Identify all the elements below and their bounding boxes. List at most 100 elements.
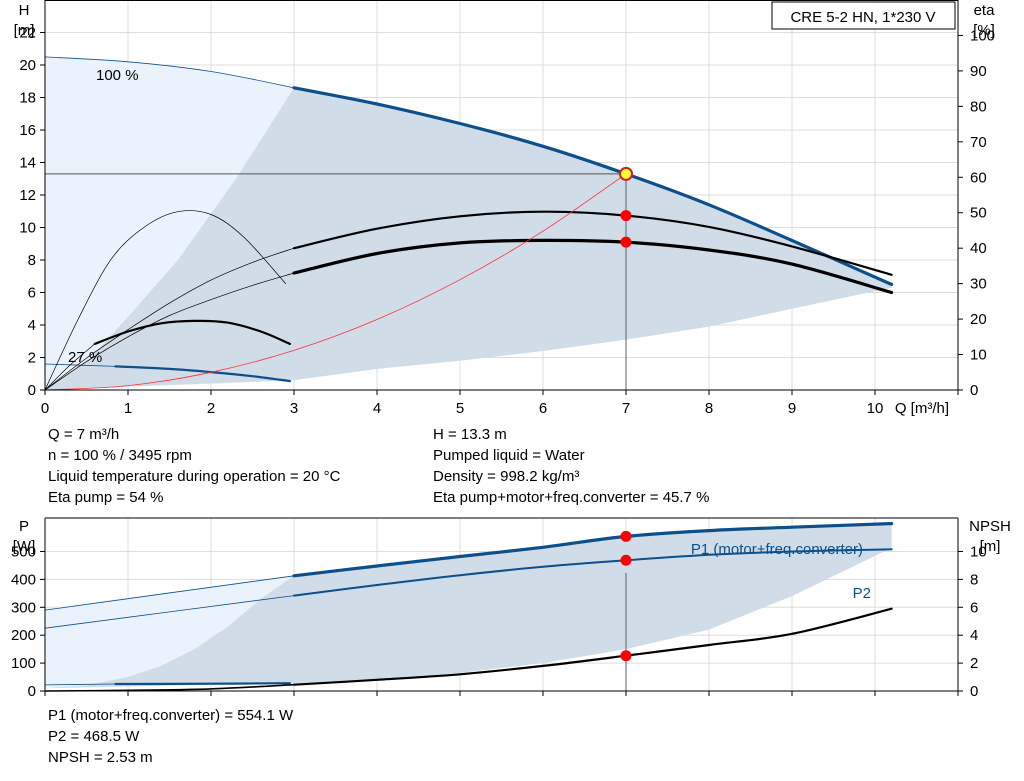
y-axis-title-left: P bbox=[19, 518, 29, 535]
info-pumped-liquid: Pumped liquid = Water bbox=[433, 447, 585, 464]
y-tick-label-right: 60 bbox=[970, 169, 987, 186]
x-tick-label: 6 bbox=[539, 400, 547, 417]
series-eta-total bbox=[292, 238, 894, 295]
series-eta-pump bbox=[292, 210, 893, 276]
x-tick-label: 4 bbox=[373, 400, 381, 417]
x-tick-label: 8 bbox=[705, 400, 713, 417]
info-head: H = 13.3 m bbox=[433, 426, 507, 443]
y-tick-label-right: 70 bbox=[970, 134, 987, 151]
y-tick-label-right: 80 bbox=[970, 98, 987, 115]
x-tick-label: 3 bbox=[290, 400, 298, 417]
y-tick-label-left: 500 bbox=[11, 543, 36, 560]
y-tick-label-left: 16 bbox=[19, 122, 36, 139]
y-tick-label-left: 10 bbox=[19, 220, 36, 237]
y-tick-label-right: 30 bbox=[970, 276, 987, 293]
series-p-27- bbox=[114, 682, 291, 686]
legend-box bbox=[771, 1, 956, 30]
info-eta-total: Eta pump+motor+freq.converter = 45.7 % bbox=[433, 489, 710, 506]
y-tick-label-right: 6 bbox=[970, 599, 978, 616]
series-p-27-low-flow bbox=[44, 683, 116, 686]
duty-point bbox=[620, 530, 632, 542]
series-h-27-low-flow bbox=[44, 363, 116, 367]
x-tick-label: 2 bbox=[207, 400, 215, 417]
duty-point bbox=[620, 650, 632, 662]
y-tick-label-left: 18 bbox=[19, 90, 36, 107]
series-npsh bbox=[292, 607, 893, 686]
y-tick-label-right: 40 bbox=[970, 240, 987, 257]
y-tick-label-right: 20 bbox=[970, 311, 987, 328]
info-top-left: Q = 7 m³/h n = 100 % / 3495 rpm Liquid t… bbox=[48, 424, 340, 508]
y-tick-label-left: 100 bbox=[11, 655, 36, 672]
series-h-100-low-flow bbox=[44, 56, 295, 89]
operating-region-light bbox=[45, 56, 294, 391]
power-chart: 0 100 200 300 400 500 0 2 4 6 8 10 P [W] NPSH [m] P1 (mo… bbox=[11, 517, 1011, 700]
series-label-p2: P2 bbox=[853, 585, 871, 602]
series-eta-total-27- bbox=[93, 319, 291, 345]
duty-point bbox=[620, 554, 632, 566]
info-bottom-left: P1 (motor+freq.converter) = 554.1 W P2 =… bbox=[48, 705, 293, 768]
info-density: Density = 998.2 kg/m³ bbox=[433, 468, 580, 485]
y-tick-label-right: 0 bbox=[970, 683, 978, 700]
series-system-curve bbox=[44, 173, 627, 391]
series-p2-low-flow bbox=[44, 595, 295, 629]
operating-region bbox=[294, 523, 892, 684]
y-tick-label-left: 8 bbox=[28, 252, 36, 269]
y-tick-label-left: 200 bbox=[11, 627, 36, 644]
y-axis-unit-right: [%] bbox=[973, 22, 995, 39]
y-axis-title-left: H bbox=[19, 2, 30, 19]
series-p1-low-flow bbox=[44, 575, 295, 611]
x-tick-label: 9 bbox=[788, 400, 796, 417]
operating-region bbox=[294, 87, 892, 381]
series-h-100- bbox=[292, 86, 894, 286]
info-liquid-temperature: Liquid temperature during operation = 20… bbox=[48, 468, 341, 485]
speed-label-min: 27 % bbox=[68, 349, 102, 366]
y-tick-label-left: 12 bbox=[19, 187, 36, 204]
info-p2: P2 = 468.5 W bbox=[48, 728, 140, 745]
x-tick-label: 1 bbox=[124, 400, 132, 417]
y-tick-label-left: 6 bbox=[28, 285, 36, 302]
duty-point bbox=[620, 236, 632, 248]
speed-label-max: 100 % bbox=[96, 67, 139, 84]
y-tick-label-left: 400 bbox=[11, 571, 36, 588]
series-p2 bbox=[293, 548, 893, 597]
info-top-right: H = 13.3 m Pumped liquid = Water Density… bbox=[433, 424, 709, 508]
series-label-p1: P1 (motor+freq.converter) bbox=[691, 541, 863, 558]
info-speed: n = 100 % / 3495 rpm bbox=[48, 447, 192, 464]
series-p1-motor-freq-converter- bbox=[292, 522, 894, 578]
info-p1: P1 (motor+freq.converter) = 554.1 W bbox=[48, 707, 294, 724]
y-axis-unit-right: [m] bbox=[980, 538, 1001, 555]
series-eta-total-low-flow bbox=[44, 272, 295, 391]
y-axis-title-right: NPSH bbox=[969, 518, 1011, 535]
y-tick-label-left: 300 bbox=[11, 599, 36, 616]
operating-region-extension bbox=[45, 87, 294, 391]
y-tick-label-right: 10 bbox=[970, 543, 987, 560]
duty-point-main bbox=[619, 166, 633, 181]
y-tick-label-left: 22 bbox=[19, 25, 36, 42]
y-tick-label-right: 90 bbox=[970, 63, 987, 80]
x-tick-label: 10 bbox=[867, 400, 884, 417]
y-tick-label-left: 20 bbox=[19, 57, 36, 74]
x-tick-label: 0 bbox=[41, 400, 49, 417]
x-axis-title: Q [m³/h] bbox=[895, 400, 949, 417]
y-tick-label-left: 4 bbox=[28, 317, 36, 334]
y-tick-label-left: 0 bbox=[28, 683, 36, 700]
series-eta-total-27-low-flow bbox=[44, 343, 96, 391]
y-tick-label-right: 10 bbox=[970, 347, 987, 364]
y-tick-label-left: 2 bbox=[28, 350, 36, 367]
x-tick-label: 5 bbox=[456, 400, 464, 417]
y-axis-unit-left: [W] bbox=[13, 538, 36, 555]
y-tick-label-left: 14 bbox=[19, 155, 36, 172]
series-eta-pump-low-flow bbox=[44, 247, 295, 391]
qh-chart: 0246810121416182022010203040506070809010… bbox=[14, 0, 996, 417]
x-tick-label: 7 bbox=[622, 400, 630, 417]
info-flow: Q = 7 m³/h bbox=[48, 426, 120, 443]
operating-region-extension bbox=[45, 575, 294, 689]
y-tick-label-right: 8 bbox=[970, 571, 978, 588]
y-axis-title-right: eta bbox=[974, 2, 996, 19]
y-tick-label-right: 4 bbox=[970, 627, 978, 644]
y-tick-label-left: 0 bbox=[28, 382, 36, 399]
info-npsh: NPSH = 2.53 m bbox=[48, 749, 153, 766]
y-tick-label-right: 0 bbox=[970, 382, 978, 399]
series-eta-pump-27- bbox=[44, 210, 287, 391]
info-eta-pump: Eta pump = 54 % bbox=[48, 489, 164, 506]
